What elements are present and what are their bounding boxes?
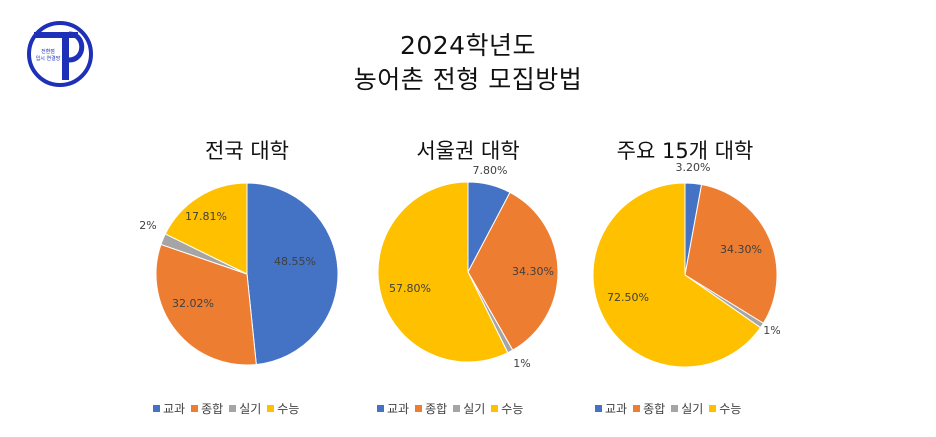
chart-2-data-label-jonghap: 34.30% xyxy=(720,243,762,256)
legend-nationwide: 교과 종합 실기 수능 xyxy=(153,400,299,417)
chart-0-slice-gyogwa xyxy=(246,182,339,366)
legend-label: 실기 xyxy=(681,402,704,416)
legend-label: 수능 xyxy=(719,402,742,416)
legend-label: 실기 xyxy=(463,402,486,416)
page-title-line-1: 2024학년도 xyxy=(399,31,537,60)
legend-label: 교과 xyxy=(163,402,186,416)
chart-1-data-label-silgi: 1% xyxy=(513,357,530,370)
legend-label: 종합 xyxy=(201,402,224,416)
legend-1-item-suneung: 수능 xyxy=(491,400,523,417)
chart-title-seoul: 서울권 대학 xyxy=(416,139,520,163)
legend-seoul: 교과 종합 실기 수능 xyxy=(377,400,523,417)
chart-0-data-label-jonghap: 32.02% xyxy=(172,297,214,310)
chart-0-slice-jonghap xyxy=(155,243,257,366)
legend-swatch xyxy=(153,405,160,412)
chart-title-nationwide: 전국 대학 xyxy=(205,139,289,163)
legend-label: 종합 xyxy=(643,402,666,416)
legend-1-item-gyogwa: 교과 xyxy=(377,400,409,417)
legend-label: 수능 xyxy=(501,402,524,416)
legend-top15: 교과 종합 실기 수능 xyxy=(595,400,741,417)
legend-swatch xyxy=(377,405,384,412)
page-title-line-2: 농어촌 전형 모집방법 xyxy=(353,65,583,94)
legend-label: 교과 xyxy=(605,402,628,416)
legend-label: 수능 xyxy=(277,402,300,416)
chart-1-slice-suneung xyxy=(377,181,509,363)
logo-text-2: 입시 연결망 xyxy=(36,55,61,62)
legend-swatch xyxy=(709,405,717,412)
legend-0-item-suneung: 수능 xyxy=(267,400,299,417)
chart-title-top15: 주요 15개 대학 xyxy=(616,139,754,163)
chart-1-data-label-suneung: 57.80% xyxy=(389,282,431,295)
legend-2-item-jonghap: 종합 xyxy=(633,400,665,417)
legend-swatch xyxy=(415,405,423,412)
legend-swatch xyxy=(491,405,499,412)
chart-2-slice-jonghap xyxy=(684,183,778,324)
legend-swatch xyxy=(267,405,275,412)
chart-1-data-label-gyogwa: 7.80% xyxy=(473,164,508,177)
legend-0-item-jonghap: 종합 xyxy=(191,400,223,417)
chart-0-data-label-silgi: 2% xyxy=(139,219,156,232)
chart-0-data-label-gyogwa: 48.55% xyxy=(274,255,316,268)
legend-label: 종합 xyxy=(425,402,448,416)
legend-2-item-suneung: 수능 xyxy=(709,400,741,417)
legend-swatch xyxy=(595,405,602,412)
chart-1-data-label-jonghap: 34.30% xyxy=(512,265,554,278)
legend-1-item-silgi: 실기 xyxy=(453,400,485,417)
logo: 전환점 입시 연결망 xyxy=(27,21,93,87)
chart-2-slice-suneung xyxy=(592,182,762,368)
legend-2-item-gyogwa: 교과 xyxy=(595,400,627,417)
legend-swatch xyxy=(229,405,237,412)
legend-label: 실기 xyxy=(239,402,262,416)
legend-swatch xyxy=(671,405,679,412)
chart-0-slice-suneung xyxy=(164,182,248,275)
legend-1-item-jonghap: 종합 xyxy=(415,400,447,417)
legend-swatch xyxy=(453,405,461,412)
chart-2-data-label-silgi: 1% xyxy=(763,324,780,337)
chart-2-data-label-gyogwa: 3.20% xyxy=(676,161,711,174)
logo-text-1: 전환점 xyxy=(41,48,55,55)
chart-0-data-label-suneung: 17.81% xyxy=(185,210,227,223)
legend-2-item-silgi: 실기 xyxy=(671,400,703,417)
chart-2-data-label-suneung: 72.50% xyxy=(607,291,649,304)
legend-swatch xyxy=(191,405,199,412)
legend-swatch xyxy=(633,405,641,412)
legend-label: 교과 xyxy=(387,402,410,416)
legend-0-item-silgi: 실기 xyxy=(229,400,261,417)
legend-0-item-gyogwa: 교과 xyxy=(153,400,185,417)
